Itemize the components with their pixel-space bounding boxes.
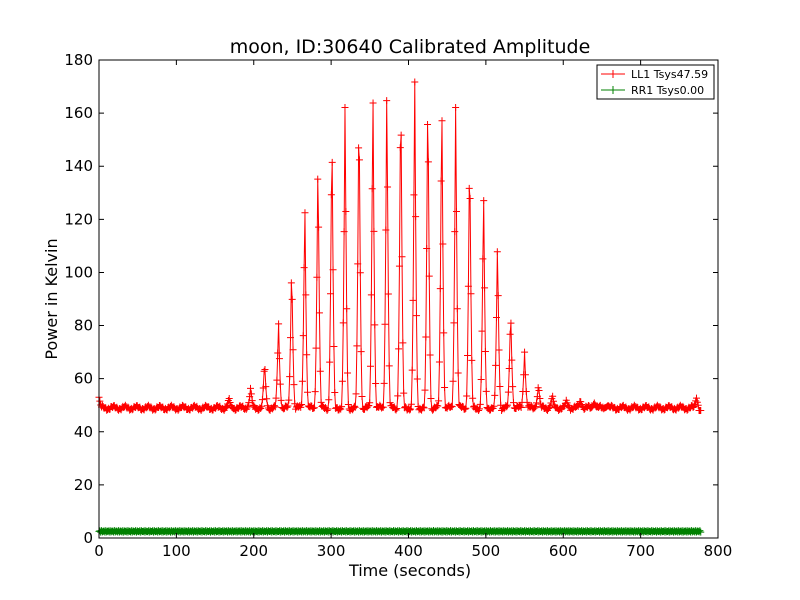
x-tick-label: 400 <box>394 542 423 560</box>
y-axis: 0 20 40 60 80 100 120 140 160 180 <box>64 51 718 547</box>
y-tick-label: 100 <box>64 263 93 281</box>
series-layer <box>95 78 705 536</box>
x-axis-label: Time (seconds) <box>348 561 471 580</box>
x-tick-label: 0 <box>94 542 104 560</box>
y-tick-label: 80 <box>74 317 93 335</box>
x-tick-label: 300 <box>317 542 346 560</box>
x-tick-label: 600 <box>549 542 578 560</box>
y-axis-label: Power in Kelvin <box>42 238 61 359</box>
x-tick-label: 800 <box>704 542 733 560</box>
legend-box <box>596 64 715 100</box>
chart-title: moon, ID:30640 Calibrated Amplitude <box>230 36 591 58</box>
plot-area <box>95 78 705 536</box>
legend-marker-ll1 <box>609 70 617 78</box>
y-tick-label: 0 <box>83 529 93 547</box>
y-tick-label: 60 <box>74 370 93 388</box>
legend-label-ll1: LL1 Tsys47.59 <box>631 68 708 81</box>
x-tick-label: 700 <box>626 542 655 560</box>
y-tick-label: 140 <box>64 157 93 175</box>
legend-marker-rr1 <box>609 86 617 94</box>
x-tick-label: 200 <box>239 542 268 560</box>
y-tick-label: 180 <box>64 51 93 69</box>
y-tick-label: 20 <box>74 476 93 494</box>
y-tick-label: 40 <box>74 423 93 441</box>
legend-label-rr1: RR1 Tsys0.00 <box>631 84 704 97</box>
y-tick-label: 120 <box>64 210 93 228</box>
legend: LL1 Tsys47.59 RR1 Tsys0.00 <box>596 64 715 100</box>
x-tick-label: 100 <box>162 542 191 560</box>
x-tick-label: 500 <box>472 542 501 560</box>
y-tick-label: 160 <box>64 104 93 122</box>
x-axis: 0 100 200 300 400 500 600 700 800 <box>94 60 732 560</box>
